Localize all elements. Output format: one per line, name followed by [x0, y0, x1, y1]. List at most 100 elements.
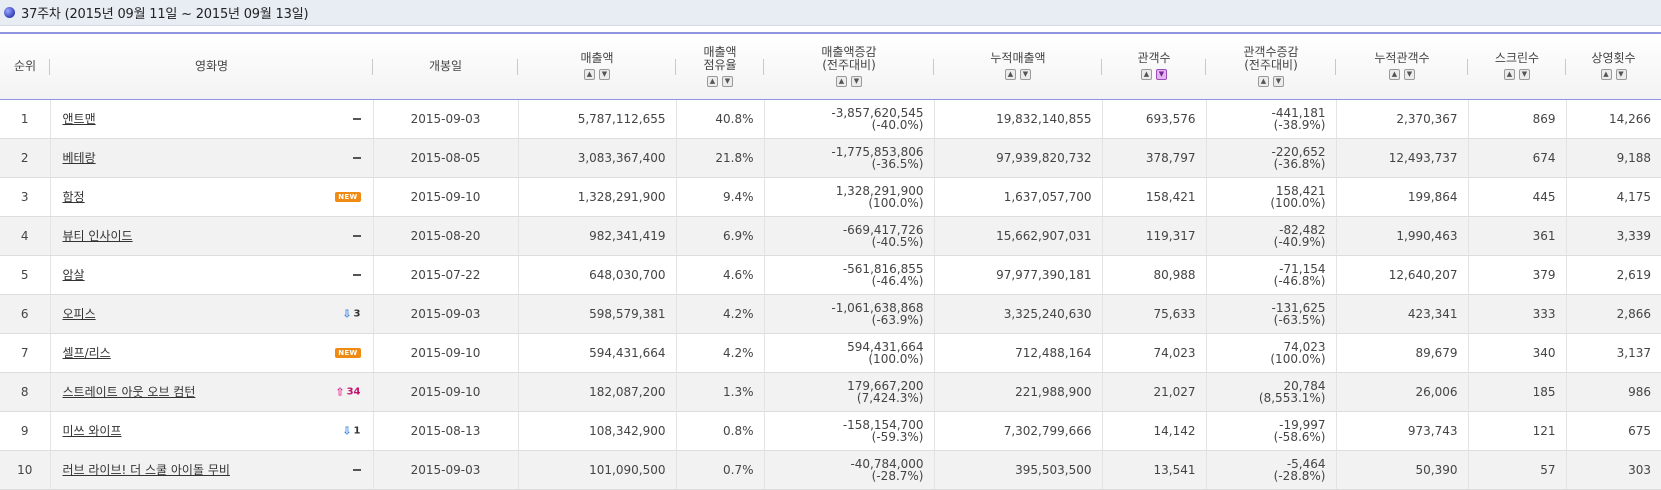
sales-change-cell: 179,667,200 (7,424.3%)	[764, 372, 935, 412]
movie-title-link[interactable]: 스트레이트 아웃 오브 컴턴	[62, 385, 196, 399]
audience-change-cell: 74,023 (100.0%)	[1206, 333, 1337, 373]
sales-change-pct: (100.0%)	[868, 351, 924, 366]
audience-cell: 378,797	[1102, 138, 1207, 178]
table-row: 9 미쓰 와이프 ⇩ 1 2015-08-13 108,342,900 0.8% -158,1…	[0, 411, 1661, 451]
share-cell: 0.7%	[676, 450, 765, 490]
new-badge: NEW	[335, 347, 361, 358]
audience-change-value: -71,154	[1279, 261, 1326, 276]
section-title-bar: 37주차 (2015년 09월 11일 ~ 2015년 09월 13일)	[0, 0, 1661, 26]
movie-title-link[interactable]: 러브 라이브! 더 스쿨 아이돌 무비	[62, 463, 230, 477]
sales-change-value: -3,857,620,545	[831, 105, 924, 120]
sort-up-icon[interactable]: ▲	[1389, 69, 1400, 81]
sales-change-value: -1,061,638,868	[831, 300, 924, 315]
audience-cell: 14,142	[1102, 411, 1207, 451]
audience-change-cell: -5,464 (-28.8%)	[1206, 450, 1337, 490]
cum-sales-cell: 97,977,390,181	[934, 255, 1103, 295]
share-cell: 9.4%	[676, 177, 765, 217]
audience-change-pct: (-58.6%)	[1273, 429, 1326, 444]
open-date-cell: 2015-08-13	[373, 411, 519, 451]
cum-sales-cell: 15,662,907,031	[934, 216, 1103, 256]
movie-title-link[interactable]: 뷰티 인사이드	[62, 229, 133, 243]
sort-down-icon[interactable]: ▼	[599, 69, 610, 81]
movie-title-link[interactable]: 베테랑	[62, 151, 96, 165]
header-screens: 스크린수 ▲ ▼	[1468, 32, 1566, 100]
sort-down-icon[interactable]: ▼	[1273, 75, 1284, 87]
sort-up-icon[interactable]: ▲	[836, 75, 847, 87]
header-share: 매출액 점유율 ▲ ▼	[676, 32, 764, 100]
share-cell: 4.2%	[676, 294, 765, 334]
rank-change-indicator	[352, 156, 361, 159]
sort-up-icon[interactable]: ▲	[1504, 69, 1515, 81]
cum-audience-cell: 12,640,207	[1336, 255, 1469, 295]
movie-title-link[interactable]: 앤트맨	[62, 112, 96, 126]
sales-cell: 108,342,900	[518, 411, 677, 451]
sort-up-icon[interactable]: ▲	[707, 75, 718, 87]
screens-cell: 340	[1468, 333, 1567, 373]
sort-up-icon[interactable]: ▲	[1005, 69, 1016, 81]
rank-change-indicator: ⇧ 34	[335, 385, 360, 398]
screens-cell: 674	[1468, 138, 1567, 178]
rank-change-indicator	[352, 234, 361, 237]
rank-change-indicator: NEW	[335, 191, 361, 202]
sort-up-icon[interactable]: ▲	[1600, 69, 1612, 81]
audience-cell: 21,027	[1102, 372, 1207, 412]
sort-down-icon[interactable]: ▼	[722, 75, 733, 87]
rank-cell: 5	[0, 255, 51, 295]
header-audience: 관객수 ▲ ▼	[1102, 32, 1206, 100]
open-date-cell: 2015-09-03	[373, 450, 519, 490]
sales-change-pct: (-40.5%)	[871, 234, 924, 249]
sort-up-icon[interactable]: ▲	[1258, 75, 1269, 87]
new-badge: NEW	[335, 191, 361, 202]
sales-change-pct: (-59.3%)	[871, 429, 924, 444]
audience-change-pct: (-63.5%)	[1273, 312, 1326, 327]
sales-cell: 3,083,367,400	[518, 138, 677, 178]
sort-down-icon[interactable]: ▼	[1156, 69, 1167, 81]
sort-up-icon[interactable]: ▲	[584, 69, 595, 81]
rank-unchanged-icon	[352, 468, 361, 471]
header-sales: 매출액 ▲ ▼	[518, 32, 676, 100]
rank-change-value: 34	[346, 386, 361, 397]
sort-down-icon[interactable]: ▼	[1615, 69, 1627, 81]
showings-cell: 14,266	[1566, 99, 1661, 139]
rank-change-indicator	[352, 468, 361, 471]
audience-change-value: 74,023	[1283, 339, 1326, 354]
share-cell: 4.6%	[676, 255, 765, 295]
movie-title-link[interactable]: 미쓰 와이프	[62, 424, 122, 438]
showings-cell: 9,188	[1566, 138, 1661, 178]
sort-down-icon[interactable]: ▼	[1404, 69, 1415, 81]
movie-cell: 앤트맨	[50, 99, 374, 139]
sales-change-cell: -3,857,620,545 (-40.0%)	[764, 99, 935, 139]
movie-title-link[interactable]: 오피스	[62, 307, 96, 321]
audience-change-cell: -71,154 (-46.8%)	[1206, 255, 1337, 295]
rank-cell: 3	[0, 177, 51, 217]
movie-cell: 미쓰 와이프 ⇩ 1	[50, 411, 374, 451]
share-cell: 6.9%	[676, 216, 765, 256]
cum-sales-cell: 712,488,164	[934, 333, 1103, 373]
rank-change-indicator: ⇩ 3	[342, 307, 360, 320]
sales-change-cell: -1,775,853,806 (-36.5%)	[764, 138, 935, 178]
sort-down-icon[interactable]: ▼	[1020, 69, 1031, 81]
sales-change-pct: (-28.7%)	[871, 468, 924, 483]
rank-change-value: 1	[353, 425, 361, 436]
audience-change-value: -131,625	[1271, 300, 1326, 315]
rank-cell: 1	[0, 99, 51, 139]
audience-change-value: 20,784	[1283, 378, 1326, 393]
movie-title-link[interactable]: 함정	[62, 190, 85, 204]
sales-change-cell: -561,816,855 (-46.4%)	[764, 255, 935, 295]
movie-cell: 베테랑	[50, 138, 374, 178]
sort-up-icon[interactable]: ▲	[1141, 69, 1152, 81]
sales-change-value: -1,775,853,806	[831, 144, 924, 159]
audience-change-value: -220,652	[1271, 144, 1326, 159]
screens-cell: 379	[1468, 255, 1567, 295]
sort-down-icon[interactable]: ▼	[851, 75, 862, 87]
movie-cell: 러브 라이브! 더 스쿨 아이돌 무비	[50, 450, 374, 490]
sales-change-pct: (7,424.3%)	[856, 390, 924, 405]
sales-cell: 101,090,500	[518, 450, 677, 490]
sort-down-icon[interactable]: ▼	[1519, 69, 1530, 81]
movie-title-link[interactable]: 암살	[62, 268, 85, 282]
showings-cell: 986	[1566, 372, 1661, 412]
screens-cell: 121	[1468, 411, 1567, 451]
rank-change-value: 3	[353, 308, 361, 319]
movie-title-link[interactable]: 셀프/리스	[62, 346, 111, 360]
open-date-cell: 2015-08-05	[373, 138, 519, 178]
